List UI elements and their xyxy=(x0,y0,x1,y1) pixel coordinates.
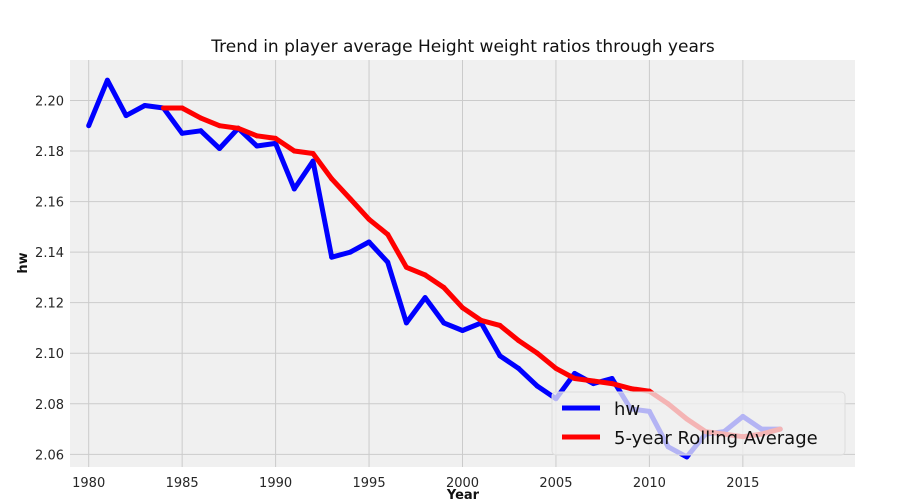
data-point-hw xyxy=(572,370,578,376)
data-point-rolling-average xyxy=(572,376,578,382)
chart-title: Trend in player average Height weight ra… xyxy=(210,37,715,57)
data-point-hw xyxy=(310,158,316,164)
data-point-rolling-average xyxy=(441,285,447,291)
y-tick-label: 2.08 xyxy=(35,398,64,413)
data-point-hw xyxy=(366,239,372,245)
data-point-rolling-average xyxy=(478,317,484,323)
data-point-rolling-average xyxy=(590,378,596,384)
data-point-rolling-average xyxy=(310,151,316,157)
data-point-hw xyxy=(254,143,260,149)
data-point-hw xyxy=(516,365,522,371)
x-tick-label: 2005 xyxy=(539,476,572,491)
data-point-hw xyxy=(104,77,110,83)
data-point-rolling-average xyxy=(347,196,353,202)
data-point-hw xyxy=(347,249,353,255)
legend: hw 5-year Rolling Average xyxy=(551,391,846,456)
x-tick-label: 1985 xyxy=(166,476,199,491)
x-axis-label: Year xyxy=(446,488,480,500)
data-point-rolling-average xyxy=(385,231,391,237)
y-axis-label: hw xyxy=(16,252,31,273)
data-point-rolling-average xyxy=(422,272,428,278)
data-point-rolling-average xyxy=(254,133,260,139)
y-tick-label: 2.06 xyxy=(35,448,64,463)
y-tick-label: 2.12 xyxy=(35,297,64,312)
data-point-hw xyxy=(86,123,92,129)
data-point-hw xyxy=(291,186,297,192)
data-point-rolling-average xyxy=(534,350,540,356)
y-tick-label: 2.18 xyxy=(35,145,64,160)
data-point-hw xyxy=(142,103,148,109)
legend-box xyxy=(551,391,846,456)
legend-label-hw: hw xyxy=(614,399,640,420)
x-tick-label: 2010 xyxy=(633,476,666,491)
data-point-rolling-average xyxy=(235,125,241,131)
legend-label-rolling-average: 5-year Rolling Average xyxy=(614,428,818,449)
data-point-rolling-average xyxy=(553,365,559,371)
y-axis-ticks: 2.06 2.08 2.10 2.12 2.14 2.16 2.18 2.20 xyxy=(35,94,64,463)
data-point-rolling-average xyxy=(179,105,185,111)
data-point-rolling-average xyxy=(403,264,409,270)
x-tick-label: 2015 xyxy=(726,476,759,491)
data-point-rolling-average xyxy=(160,105,166,111)
x-axis-ticks: 1980 1985 1990 1995 2000 2005 2010 2015 xyxy=(72,476,759,491)
y-tick-label: 2.20 xyxy=(35,94,64,109)
y-tick-label: 2.14 xyxy=(35,246,64,261)
data-point-rolling-average xyxy=(273,135,279,141)
data-point-rolling-average xyxy=(609,381,615,387)
data-point-rolling-average xyxy=(497,322,503,328)
data-point-rolling-average xyxy=(516,338,522,344)
y-tick-label: 2.16 xyxy=(35,196,64,211)
x-tick-label: 1990 xyxy=(259,476,292,491)
x-tick-label: 2000 xyxy=(446,476,479,491)
data-point-hw xyxy=(329,254,335,260)
data-point-hw xyxy=(217,145,223,151)
data-point-rolling-average xyxy=(628,386,634,392)
y-tick-label: 2.10 xyxy=(35,347,64,362)
data-point-hw xyxy=(534,383,540,389)
data-point-hw xyxy=(497,353,503,359)
data-point-hw xyxy=(198,128,204,134)
x-tick-label: 1995 xyxy=(353,476,386,491)
data-point-hw xyxy=(609,376,615,382)
data-point-hw xyxy=(385,259,391,265)
data-point-hw xyxy=(179,130,185,136)
x-tick-label: 1980 xyxy=(72,476,105,491)
data-point-rolling-average xyxy=(329,176,335,182)
data-point-rolling-average xyxy=(217,123,223,129)
data-point-rolling-average xyxy=(291,148,297,154)
data-point-hw xyxy=(403,320,409,326)
data-point-rolling-average xyxy=(460,305,465,311)
data-point-rolling-average xyxy=(198,115,204,121)
data-point-rolling-average xyxy=(366,216,372,222)
data-point-hw xyxy=(123,113,129,119)
data-point-hw xyxy=(684,454,690,460)
data-point-hw xyxy=(422,295,428,301)
data-point-hw xyxy=(460,327,465,333)
data-point-hw xyxy=(441,320,447,326)
